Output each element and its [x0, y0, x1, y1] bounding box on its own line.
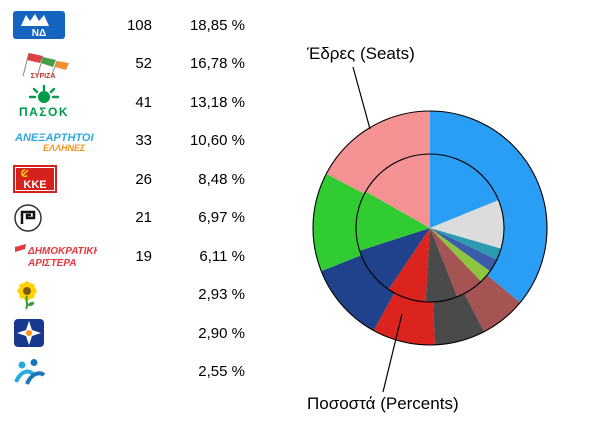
legend-row-greens: 2,93 % — [0, 276, 290, 315]
inner-slice-dx — [430, 228, 502, 260]
inner-ring-outline — [355, 153, 505, 303]
inner-slice-greens — [430, 228, 490, 282]
legend-row-laos: 2,90 % — [0, 314, 290, 353]
anel-logo: ΑΝΕΞΑΡΤΗΤΟΙ ΕΛΛΗΝΕΣ — [0, 129, 112, 153]
legend-row-kke: ΚΚΕ 26 8,48 % — [0, 160, 290, 199]
seats-pointer-line — [352, 66, 371, 130]
dimar-logo-text-line1: ΔΗΜΟΚΡΑΤΙΚΗ — [27, 246, 97, 257]
outer-slice-dimar — [464, 275, 521, 332]
kke-logo-text: ΚΚΕ — [23, 179, 46, 191]
percents-ring-label: Ποσοστά (Percents) — [307, 394, 459, 413]
legend-row-anel: ΑΝΕΞΑΡΤΗΤΟΙ ΕΛΛΗΝΕΣ 33 10,60 % — [0, 122, 290, 161]
legend-row-dimar: ΔΗΜΟΚΡΑΤΙΚΗ ΑΡΙΣΤΕΡΑ 19 6,11 % — [0, 237, 290, 276]
seats-value: 26 — [135, 170, 152, 188]
inner-slice-dimar — [430, 228, 482, 297]
inner-slice-others — [430, 200, 504, 249]
inner-slice-pasok — [355, 191, 430, 251]
seats-value: 19 — [135, 247, 152, 265]
anel-logo-text-line2: ΕΛΛΗΝΕΣ — [43, 143, 86, 153]
dimar-logo-text-line2: ΑΡΙΣΤΕΡΑ — [27, 258, 77, 269]
syriza-logo-text: ΣΥΡΙΖΑ — [31, 73, 56, 79]
anel-logo-text-line1: ΑΝΕΞΑΡΤΗΤΟΙ — [14, 132, 94, 144]
nd-logo-text: ΝΔ — [32, 28, 46, 39]
pasok-logo-text: ΠΑΣΟΚ — [19, 105, 69, 119]
percent-value: 18,85 % — [189, 16, 245, 34]
percent-value: 8,48 % — [198, 170, 245, 188]
inner-slice-nd — [430, 154, 499, 228]
percent-value: 6,11 % — [199, 247, 245, 265]
syriza-logo: ΣΥΡΙΖΑ — [0, 49, 112, 79]
golden-dawn-logo — [0, 203, 112, 233]
percent-value: 6,97 % — [198, 209, 245, 227]
inner-slice-kke — [388, 228, 430, 302]
seats-value: 41 — [135, 93, 152, 111]
kke-logo: ΚΚΕ — [0, 165, 112, 194]
nd-logo: ΝΔ — [0, 11, 112, 40]
legend-row-pasok: ΠΑΣΟΚ 41 13,18 % — [0, 83, 290, 122]
seats-percents-donut-chart — [312, 66, 548, 393]
outer-slice-nd — [430, 111, 548, 303]
legend-row-dx: 2,55 % — [0, 353, 290, 392]
seats-value: 108 — [126, 16, 152, 34]
party-results-legend: ΝΔ 108 18,85 % ΣΥΡΙΖΑ 52 16,78 % — [0, 6, 290, 391]
percent-value: 2,93 % — [198, 286, 245, 304]
greens-logo — [0, 280, 112, 310]
seats-value: 33 — [135, 132, 152, 150]
outer-slice-syriza — [326, 111, 430, 194]
seats-value: 52 — [135, 55, 152, 73]
outer-slice-anel — [321, 255, 395, 331]
outer-ring-outline — [312, 110, 548, 346]
percent-value: 10,60 % — [189, 132, 245, 150]
outer-slice-pasok — [312, 173, 365, 272]
percent-value: 13,18 % — [189, 93, 245, 111]
inner-slice-xa — [425, 228, 458, 303]
percents-pointer-line — [382, 313, 403, 393]
seats-value: 21 — [135, 209, 152, 227]
legend-row-syriza: ΣΥΡΙΖΑ 52 16,78 % — [0, 45, 290, 84]
legend-row-nd: ΝΔ 108 18,85 % — [0, 6, 290, 45]
percent-value: 2,55 % — [198, 363, 245, 381]
percent-value: 2,90 % — [198, 324, 245, 342]
donut-chart-area: Έδρες (Seats) Ποσοστά (Percents) — [290, 0, 600, 446]
dx-logo — [0, 358, 112, 386]
dimar-logo: ΔΗΜΟΚΡΑΤΙΚΗ ΑΡΙΣΤΕΡΑ — [0, 243, 112, 269]
inner-slice-anel — [359, 228, 430, 290]
outer-slice-kke — [373, 292, 435, 346]
seats-ring-label: Έδρες (Seats) — [307, 44, 415, 63]
outer-slice-xa — [433, 293, 485, 345]
inner-slice-laos — [430, 228, 497, 272]
laos-logo — [0, 318, 112, 348]
percent-value: 16,78 % — [189, 55, 245, 73]
pasok-logo: ΠΑΣΟΚ — [0, 85, 112, 119]
legend-row-golden-dawn: 21 6,97 % — [0, 199, 290, 238]
